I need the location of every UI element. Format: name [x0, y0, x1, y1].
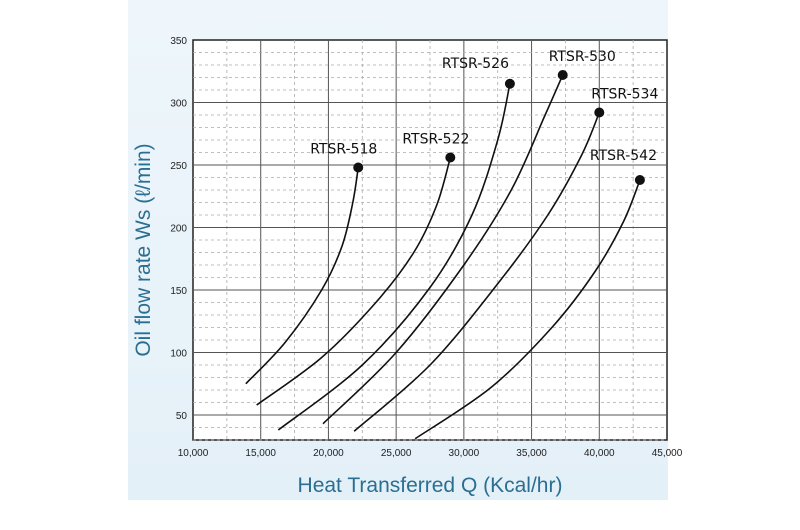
series-line-rtsr-522 — [256, 157, 452, 406]
x-tick-label: 30,000 — [449, 448, 480, 459]
x-tick-label: 15,000 — [245, 448, 276, 459]
series-curves — [245, 70, 645, 440]
x-tick-label: 45,000 — [652, 448, 683, 459]
y-tick-label: 300 — [170, 99, 187, 110]
x-tick-label: 35,000 — [516, 448, 547, 459]
series-endpoint-rtsr-542 — [634, 175, 645, 185]
series-line-rtsr-518 — [245, 167, 360, 385]
y-tick-label: 350 — [170, 36, 187, 47]
series-line-rtsr-534 — [353, 112, 601, 432]
y-axis-title: Oil flow rate Ws (ℓ/min) — [132, 143, 155, 356]
series-label-rtsr-530: RTSR-530 — [549, 49, 616, 65]
x-tick-labels: 10,000 15,000 20,000 25,000 30,000 35,000 40,0… — [178, 448, 683, 459]
series-label-rtsr-522: RTSR-522 — [402, 132, 469, 148]
y-tick-label: 150 — [170, 286, 187, 297]
series-endpoint-rtsr-530 — [557, 70, 568, 80]
series-endpoint-rtsr-534 — [594, 107, 605, 118]
series-label-rtsr-534: RTSR-534 — [591, 87, 658, 103]
x-tick-label: 10,000 — [178, 448, 209, 459]
x-tick-label: 25,000 — [381, 448, 412, 459]
series-labels: RTSR-518 RTSR-522 RTSR-526 RTSR-530 RTSR-534… — [310, 49, 658, 164]
y-tick-label: 50 — [176, 411, 188, 422]
y-tick-label: 100 — [170, 349, 187, 360]
x-tick-label: 40,000 — [584, 448, 615, 459]
series-endpoint-rtsr-526 — [504, 78, 515, 89]
series-endpoint-rtsr-522 — [445, 152, 456, 163]
y-tick-labels: 50 100 150 200 250 300 350 — [170, 36, 187, 422]
series-line-rtsr-530 — [322, 74, 564, 425]
series-label-rtsr-542: RTSR-542 — [590, 148, 657, 164]
grid-lines — [193, 40, 667, 441]
series-label-rtsr-518: RTSR-518 — [310, 142, 377, 158]
y-tick-label: 200 — [170, 224, 187, 235]
x-axis-title: Heat Transferred Q (Kcal/hr) — [298, 474, 563, 497]
x-tick-label: 20,000 — [313, 448, 344, 459]
y-tick-label: 250 — [170, 161, 187, 172]
series-label-rtsr-526: RTSR-526 — [442, 56, 509, 72]
series-line-rtsr-542 — [414, 179, 641, 440]
series-line-rtsr-526 — [277, 83, 511, 431]
series-endpoint-rtsr-518 — [353, 162, 364, 173]
